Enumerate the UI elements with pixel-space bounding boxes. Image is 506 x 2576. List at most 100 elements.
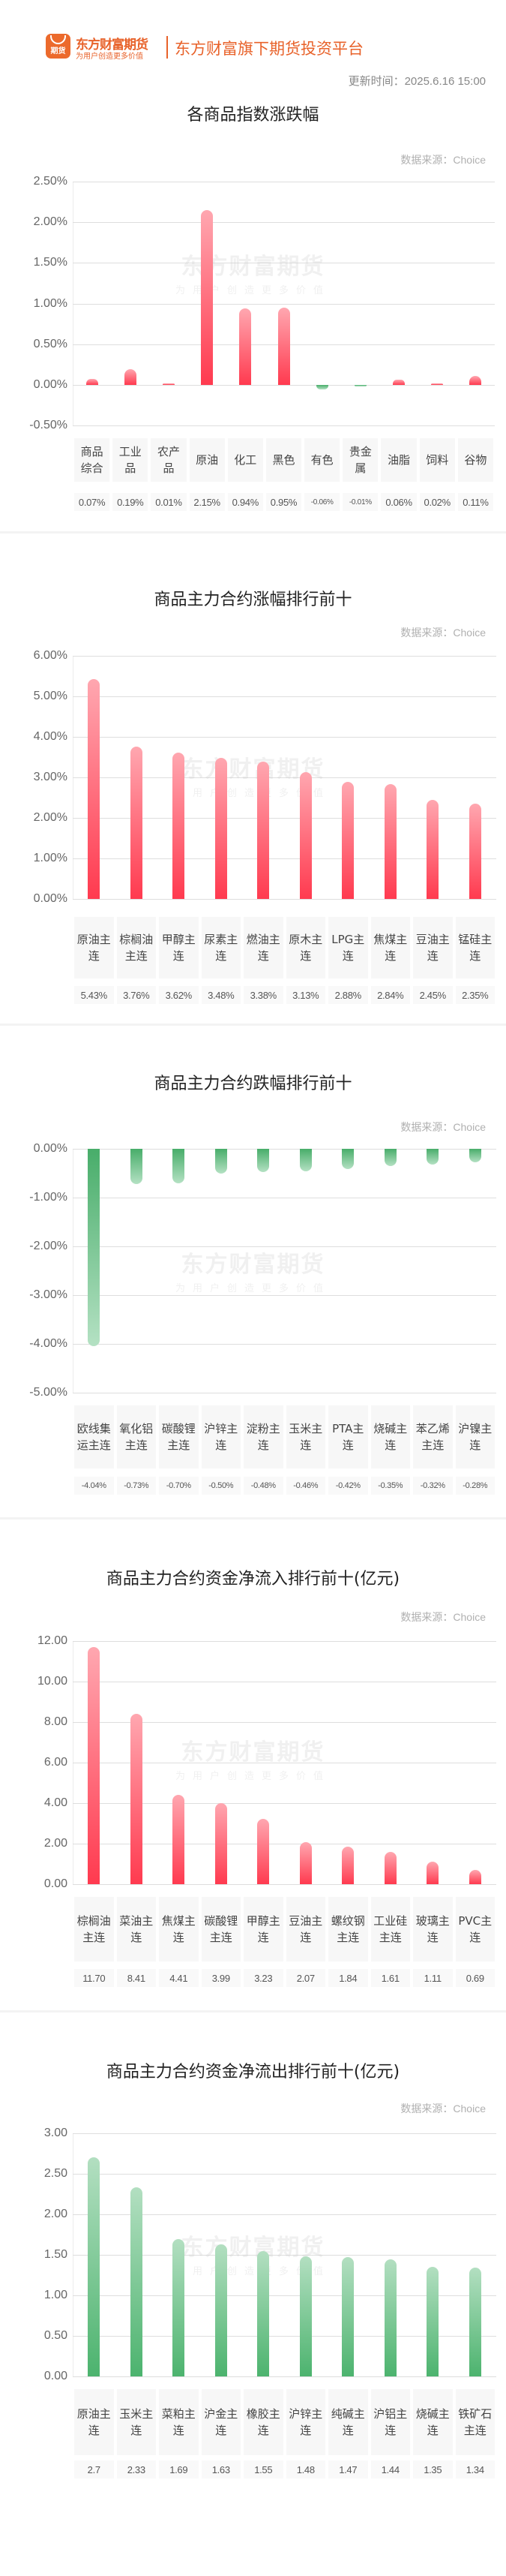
bar[interactable] — [257, 2250, 270, 2376]
bar[interactable] — [88, 1647, 100, 1884]
bar[interactable] — [257, 1149, 270, 1173]
y-axis-tick-label: 3.00% — [33, 771, 67, 783]
bar[interactable] — [257, 1818, 270, 1884]
bar[interactable] — [393, 380, 406, 385]
bar[interactable] — [257, 762, 270, 899]
bar[interactable] — [299, 771, 312, 899]
bar[interactable] — [342, 1149, 355, 1170]
bar[interactable] — [469, 1149, 481, 1163]
bar[interactable] — [201, 209, 214, 385]
bar[interactable] — [172, 1149, 185, 1183]
value-label: -0.06% — [304, 493, 340, 511]
value-label: 0.11% — [457, 493, 493, 511]
bar[interactable] — [239, 308, 252, 385]
bar[interactable] — [172, 1794, 185, 1884]
bar[interactable] — [130, 1713, 142, 1884]
category-label: 锰硅主连 — [455, 917, 495, 978]
value-label: -4.04% — [74, 1477, 114, 1495]
bar[interactable] — [214, 1149, 227, 1174]
bar[interactable] — [469, 375, 482, 385]
category-label: 玉米主连 — [286, 1405, 325, 1468]
grid-line — [73, 1246, 496, 1247]
category-label: 尿素主连 — [201, 917, 241, 978]
y-axis-tick-label: 0.00% — [33, 892, 67, 905]
bar[interactable] — [384, 783, 397, 899]
bar[interactable] — [427, 1862, 439, 1884]
y-axis-tick-label: -3.00% — [29, 1288, 67, 1301]
bar[interactable] — [299, 2256, 312, 2376]
bar[interactable] — [214, 758, 227, 899]
bar[interactable] — [277, 307, 290, 385]
brand-slogan: 为用户创造更多价值 — [76, 53, 143, 61]
category-label: 纯碱主连 — [328, 2389, 368, 2455]
bar[interactable] — [427, 1149, 439, 1165]
value-label: -0.50% — [201, 1477, 241, 1495]
brand-logo-icon: 期货 — [46, 34, 70, 59]
value-label: 2.35% — [455, 986, 495, 1004]
bar[interactable] — [469, 804, 481, 899]
bar[interactable] — [130, 2187, 142, 2376]
data-source-top-gainers: 数据来源：Choice — [400, 627, 486, 639]
bar[interactable] — [427, 799, 439, 899]
bar[interactable] — [299, 1842, 312, 1884]
bar[interactable] — [354, 384, 367, 386]
grid-line — [73, 2174, 496, 2175]
watermark-brand: 东方财富期货 — [181, 1739, 325, 1766]
category-label: 氧化铝主连 — [116, 1405, 156, 1468]
bar[interactable] — [172, 752, 185, 899]
value-label: 2.84% — [370, 986, 410, 1004]
grid-line — [73, 696, 496, 697]
bar[interactable] — [427, 2267, 439, 2376]
value-label: 2.07 — [286, 1969, 325, 1987]
grid-line — [73, 899, 496, 900]
bar[interactable] — [172, 2239, 185, 2376]
bar[interactable] — [469, 1870, 481, 1884]
bar[interactable] — [130, 1149, 142, 1185]
grid-line — [73, 2255, 496, 2256]
bar[interactable] — [342, 2257, 355, 2376]
bar[interactable] — [85, 379, 98, 385]
bar[interactable] — [214, 1803, 227, 1884]
category-label: 油脂 — [381, 438, 417, 482]
value-label: 4.41 — [159, 1969, 199, 1987]
y-axis-tick-label: 0.00% — [33, 1142, 67, 1155]
category-label: 棕榈油主连 — [116, 917, 156, 978]
y-axis-tick-label: -4.00% — [29, 1337, 67, 1350]
bar[interactable] — [469, 2268, 481, 2376]
watermark: 东方财富期货 为用户创造更多价值 — [0, 1733, 506, 1782]
category-label: 原油主连 — [74, 917, 114, 978]
bar[interactable] — [299, 1149, 312, 1171]
bar[interactable] — [88, 1149, 100, 1346]
bar[interactable] — [214, 2244, 227, 2376]
bar[interactable] — [88, 2157, 100, 2376]
bar[interactable] — [88, 678, 100, 899]
bar[interactable] — [124, 369, 136, 385]
grid-line — [73, 425, 495, 426]
bar[interactable] — [316, 384, 328, 390]
bar[interactable] — [384, 1851, 397, 1884]
y-axis-tick-label: 8.00 — [43, 1715, 67, 1728]
value-label: 0.95% — [265, 493, 302, 511]
y-axis-tick-label: 0.00% — [33, 377, 67, 391]
bar[interactable] — [162, 383, 175, 385]
value-label: -0.28% — [455, 1477, 495, 1495]
bar[interactable] — [342, 1847, 355, 1884]
grid-line — [73, 1884, 496, 1885]
category-label: 烧碱主连 — [370, 1405, 410, 1468]
section-title-net-outflow: 商品主力合约资金净流出排行前十(亿元) — [106, 2063, 400, 2082]
bar[interactable] — [130, 746, 142, 899]
bar[interactable] — [431, 383, 444, 385]
bar[interactable] — [384, 2259, 397, 2376]
bar[interactable] — [384, 1149, 397, 1166]
category-label: 豆油主连 — [286, 1897, 325, 1961]
bar[interactable] — [342, 782, 355, 899]
data-source-top-losers: 数据来源：Choice — [400, 1121, 486, 1133]
value-label: 1.35 — [413, 2460, 453, 2478]
category-label: 豆油主连 — [413, 917, 453, 978]
grid-line — [73, 656, 496, 657]
value-label: 5.43% — [74, 986, 114, 1004]
grid-line — [73, 777, 496, 778]
category-label: 化工 — [227, 438, 263, 482]
y-axis-tick-label: -5.00% — [29, 1386, 67, 1399]
category-label: 有色 — [304, 438, 340, 482]
